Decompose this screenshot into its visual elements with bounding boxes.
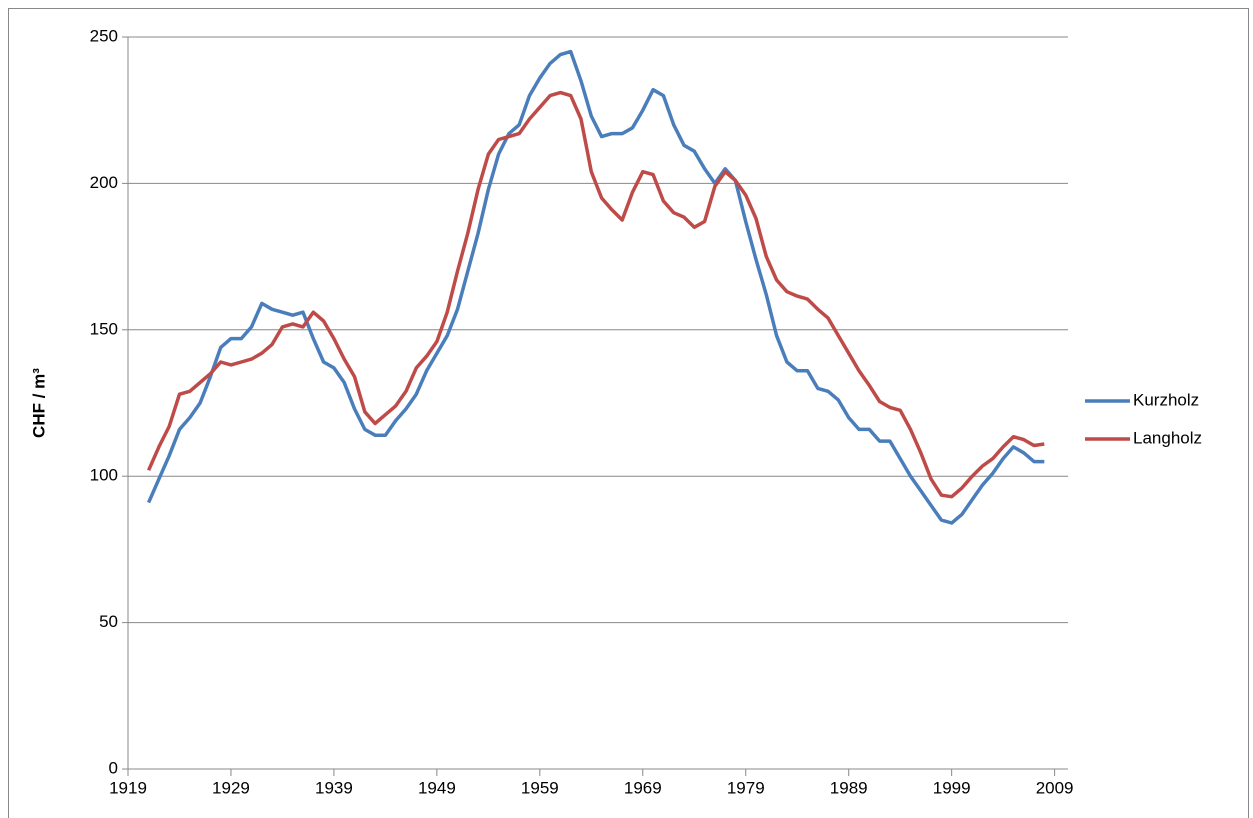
series-line	[146, 90, 1045, 499]
y-tick-label: 50	[99, 612, 118, 631]
x-tick-label: 1949	[418, 778, 456, 797]
y-tick-label: 100	[90, 466, 118, 485]
x-tick-label: 1939	[315, 778, 353, 797]
x-tick-label: 2009	[1036, 778, 1074, 797]
x-tick-label: 1979	[727, 778, 765, 797]
legend-label: Kurzholz	[1133, 390, 1199, 409]
x-tick-label: 1919	[109, 778, 147, 797]
x-tick-label: 1969	[624, 778, 662, 797]
x-tick-label: 1929	[212, 778, 250, 797]
y-tick-label: 0	[109, 758, 118, 777]
chart-frame	[8, 8, 1249, 818]
series-line	[146, 49, 1045, 525]
x-tick-label: 1999	[933, 778, 971, 797]
y-axis-label: CHF / m³	[29, 368, 48, 438]
y-tick-label: 200	[90, 173, 118, 192]
x-tick-label: 1989	[830, 778, 868, 797]
legend-label: Langholz	[1133, 428, 1202, 447]
y-tick-label: 150	[90, 319, 118, 338]
x-tick-label: 1959	[521, 778, 559, 797]
y-tick-label: 250	[90, 26, 118, 45]
